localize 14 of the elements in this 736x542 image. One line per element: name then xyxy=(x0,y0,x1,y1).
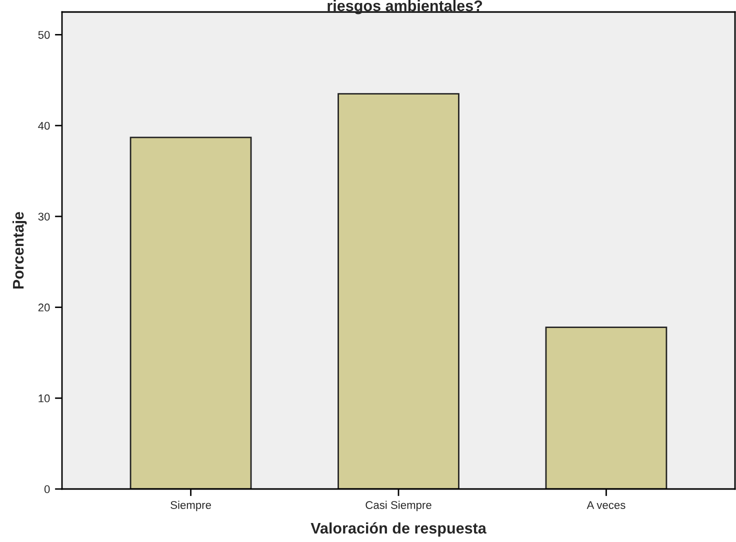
bar xyxy=(338,93,460,489)
y-tick-label: 40 xyxy=(38,122,50,130)
y-tick-label: 10 xyxy=(38,394,50,402)
x-axis-title: Valoración de respuesta xyxy=(310,522,486,537)
y-tick-label: 0 xyxy=(44,485,50,494)
y-tick-label: 30 xyxy=(38,212,50,221)
x-tick-label: Siempre xyxy=(170,500,211,512)
y-axis-title: Porcentaje xyxy=(12,212,27,289)
bar xyxy=(130,136,252,489)
x-tick-label: Casi Siempre xyxy=(366,500,432,512)
x-tick-label: A veces xyxy=(586,501,626,509)
bar xyxy=(545,326,668,489)
y-tick-label: 20 xyxy=(38,304,50,312)
y-tick-label: 50 xyxy=(38,30,50,39)
